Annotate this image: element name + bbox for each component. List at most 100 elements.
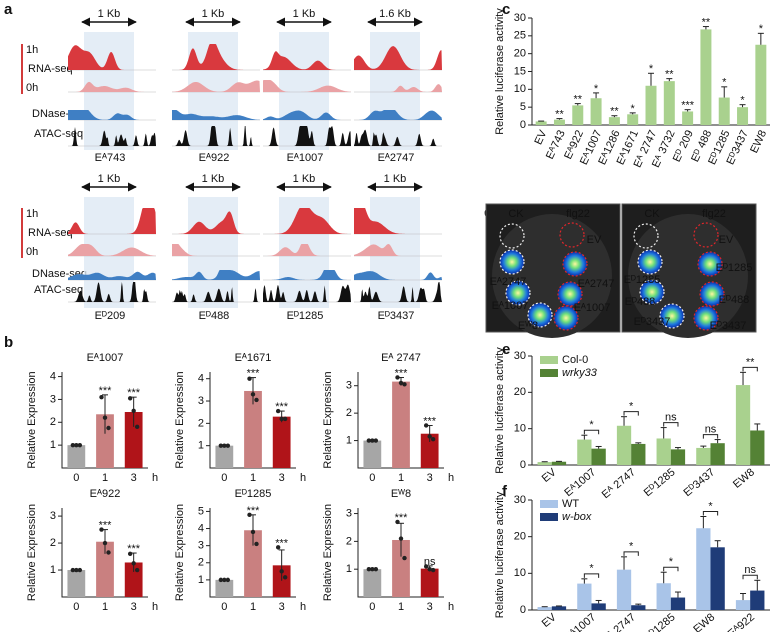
- x-tick-label: Eᴬ1007: [562, 611, 598, 632]
- signal-track: [354, 110, 442, 120]
- significance-label: ***: [275, 537, 289, 549]
- data-point: [250, 392, 256, 397]
- bar: [591, 603, 606, 610]
- x-tick-label: 0: [73, 472, 79, 484]
- x-tick-label: Eᴰ1285: [642, 611, 678, 632]
- y-tick-label: 20: [514, 48, 526, 60]
- data-point: [127, 396, 133, 401]
- scale-text: 1.6 Kb: [379, 8, 411, 20]
- data-point: [134, 424, 140, 430]
- panel-letter: a: [4, 1, 13, 18]
- spot-label: Eᴬ2747: [578, 278, 615, 290]
- bar: [645, 85, 657, 125]
- x-tick-label: 0: [369, 601, 375, 613]
- significance-label: *: [629, 541, 634, 553]
- y-tick-label: 3: [346, 507, 352, 519]
- signal-track: [354, 46, 442, 70]
- infiltration-ring: [693, 222, 719, 248]
- infiltration-ring: [637, 249, 663, 275]
- legend-swatch: [540, 513, 558, 521]
- significance-label: ***: [681, 100, 695, 112]
- y-tick-label: 2: [198, 417, 204, 429]
- data-point: [131, 561, 136, 566]
- luminescence-spot: [698, 252, 722, 276]
- x-tick-label: Eᴬ 2747: [600, 466, 638, 501]
- x-tick-label: 3: [279, 601, 285, 613]
- significance-label: ***: [99, 519, 113, 531]
- region-name: Eᴰ209: [95, 310, 126, 322]
- luminescence-spot: [563, 252, 587, 276]
- data-point: [134, 567, 140, 573]
- legend-label: WT: [562, 498, 579, 510]
- signal-track: [263, 80, 351, 92]
- bar: [420, 433, 439, 468]
- signal-track: [354, 129, 442, 146]
- infiltration-ring: [559, 222, 585, 248]
- data-point: [218, 443, 224, 448]
- y-tick-label: 20: [514, 386, 526, 398]
- y-tick-label: 0: [520, 604, 526, 616]
- signal-track: [263, 244, 351, 256]
- y-tick-label: 3: [198, 395, 204, 407]
- data-point: [373, 566, 379, 572]
- y-tick-label: 5: [198, 505, 204, 517]
- signal-track: [172, 44, 260, 70]
- data-point: [99, 527, 104, 532]
- y-tick-label: 20: [514, 531, 526, 543]
- infiltration-ring: [639, 279, 665, 305]
- data-point: [275, 545, 281, 550]
- x-tick-label: 1: [398, 472, 404, 484]
- signal-track: [68, 45, 156, 70]
- spot-label: Eᴰ3437: [634, 316, 671, 328]
- data-point: [395, 519, 400, 525]
- bar: [272, 416, 291, 468]
- bar: [363, 440, 382, 468]
- axis-line: [357, 508, 444, 598]
- legend-swatch: [540, 369, 558, 377]
- bar: [608, 117, 620, 125]
- infiltration-ring: [693, 305, 719, 331]
- bar: [735, 385, 751, 465]
- y-tick-label: 4: [198, 373, 204, 385]
- luminescence-spot: [640, 280, 664, 304]
- y-tick-label: 1: [198, 440, 204, 452]
- condition-label: flg22: [566, 208, 590, 220]
- data-point: [225, 443, 231, 448]
- y-tick-label: 10: [514, 567, 526, 579]
- x-unit: h: [152, 601, 158, 613]
- region-name: Eᴬ922: [199, 152, 230, 164]
- y-tick-label: 10: [514, 423, 526, 435]
- x-tick-label: 0: [221, 472, 227, 484]
- y-tick-label: 0: [520, 459, 526, 471]
- data-point: [275, 408, 281, 414]
- y-tick-label: 2: [198, 557, 204, 569]
- data-point: [427, 434, 432, 439]
- data-point: [102, 540, 108, 546]
- y-axis-label: Relative luciferase activity: [494, 491, 506, 618]
- axis-line: [209, 508, 296, 598]
- axis-line: [357, 372, 444, 469]
- bar: [363, 569, 382, 597]
- y-tick-label: 0: [520, 119, 526, 131]
- significance-bracket: [583, 429, 600, 435]
- data-point: [77, 442, 83, 448]
- significance-label: **: [746, 356, 755, 368]
- y-tick-label: 15: [514, 65, 526, 77]
- x-tick-label: EV: [540, 611, 559, 630]
- bar: [735, 600, 751, 610]
- signal-track: [263, 208, 351, 234]
- significance-label: ***: [247, 367, 261, 379]
- data-point: [427, 566, 432, 572]
- bar: [670, 449, 686, 465]
- significance-label: *: [589, 563, 594, 575]
- x-tick-label: 0: [73, 601, 79, 613]
- data-point: [102, 415, 108, 420]
- x-unit: h: [300, 601, 306, 613]
- signal-track: [354, 282, 442, 302]
- significance-label: *: [722, 77, 727, 89]
- condition-label: CK: [508, 208, 524, 220]
- bar: [656, 438, 671, 465]
- spot-label: Eᴰ3437: [710, 320, 747, 332]
- signal-track: [354, 208, 442, 234]
- bar: [420, 568, 439, 597]
